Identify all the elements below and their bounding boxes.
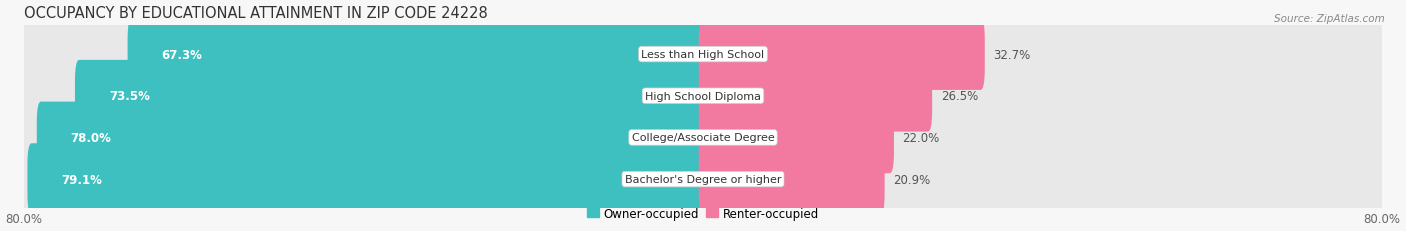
FancyBboxPatch shape xyxy=(37,102,707,173)
Text: Source: ZipAtlas.com: Source: ZipAtlas.com xyxy=(1274,14,1385,24)
FancyBboxPatch shape xyxy=(24,120,1382,155)
Legend: Owner-occupied, Renter-occupied: Owner-occupied, Renter-occupied xyxy=(582,202,824,224)
FancyBboxPatch shape xyxy=(20,102,707,173)
FancyBboxPatch shape xyxy=(699,19,984,91)
FancyBboxPatch shape xyxy=(699,144,884,215)
FancyBboxPatch shape xyxy=(20,144,707,215)
FancyBboxPatch shape xyxy=(24,162,1382,197)
Text: Less than High School: Less than High School xyxy=(641,50,765,60)
FancyBboxPatch shape xyxy=(128,19,707,91)
FancyBboxPatch shape xyxy=(699,102,1386,173)
Text: College/Associate Degree: College/Associate Degree xyxy=(631,133,775,143)
Text: 79.1%: 79.1% xyxy=(62,173,103,186)
Text: 20.9%: 20.9% xyxy=(893,173,931,186)
Text: 78.0%: 78.0% xyxy=(70,131,111,144)
Text: 26.5%: 26.5% xyxy=(941,90,979,103)
FancyBboxPatch shape xyxy=(699,144,1386,215)
Text: 73.5%: 73.5% xyxy=(108,90,150,103)
FancyBboxPatch shape xyxy=(24,37,1382,72)
FancyBboxPatch shape xyxy=(699,102,894,173)
Text: 22.0%: 22.0% xyxy=(903,131,939,144)
FancyBboxPatch shape xyxy=(75,61,707,132)
Text: 67.3%: 67.3% xyxy=(162,48,202,61)
FancyBboxPatch shape xyxy=(28,144,707,215)
Text: Bachelor's Degree or higher: Bachelor's Degree or higher xyxy=(624,174,782,184)
FancyBboxPatch shape xyxy=(699,61,932,132)
Text: 32.7%: 32.7% xyxy=(993,48,1031,61)
FancyBboxPatch shape xyxy=(699,19,1386,91)
FancyBboxPatch shape xyxy=(699,61,1386,132)
Text: OCCUPANCY BY EDUCATIONAL ATTAINMENT IN ZIP CODE 24228: OCCUPANCY BY EDUCATIONAL ATTAINMENT IN Z… xyxy=(24,6,488,21)
Text: High School Diploma: High School Diploma xyxy=(645,91,761,101)
FancyBboxPatch shape xyxy=(20,61,707,132)
FancyBboxPatch shape xyxy=(20,19,707,91)
FancyBboxPatch shape xyxy=(24,79,1382,114)
